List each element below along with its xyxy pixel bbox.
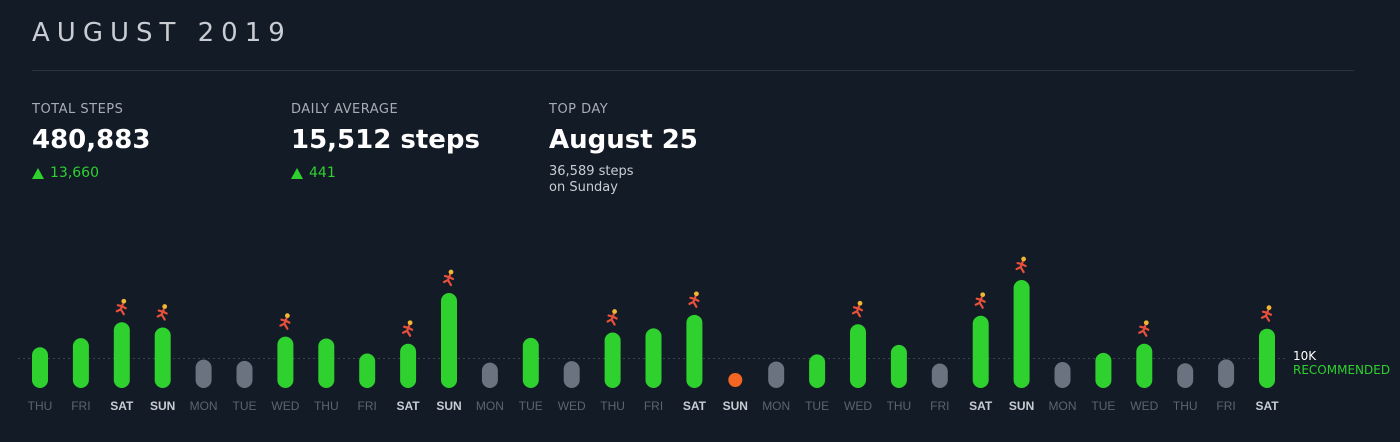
bar-day-5 <box>195 359 212 388</box>
day-label: SAT <box>969 399 993 413</box>
day-label: THU <box>28 399 53 413</box>
running-person-icon <box>606 309 618 326</box>
day-label: SAT <box>110 399 134 413</box>
bar-day-6 <box>236 360 253 388</box>
daily-average-value: 15,512 steps <box>291 125 481 155</box>
total-steps-stat: TOTAL STEPS 480,883 13,660 <box>32 102 150 181</box>
bar-day-9 <box>359 353 376 388</box>
day-label: THU <box>314 399 339 413</box>
day-label: SUN <box>436 399 461 413</box>
day-label: TUE <box>233 399 257 413</box>
top-day-value: August 25 <box>549 125 698 155</box>
daily-average-delta: 441 <box>291 165 480 181</box>
day-label: SAT <box>397 399 421 413</box>
top-day-steps: 36,589 steps <box>549 164 634 179</box>
bar-day-11 <box>441 293 457 388</box>
bar-day-10 <box>400 343 417 388</box>
bar-day-8 <box>318 338 335 388</box>
day-label: FRI <box>644 399 663 413</box>
running-person-icon <box>688 291 700 308</box>
running-person-icon <box>156 304 168 321</box>
day-label: TUE <box>805 399 829 413</box>
running-person-icon <box>851 300 864 318</box>
day-label: MON <box>762 399 790 413</box>
bar-day-12 <box>481 362 498 388</box>
total-steps-delta-value: 13,660 <box>50 165 99 181</box>
total-steps-delta: 13,660 <box>32 165 150 181</box>
bar-day-31 <box>1259 328 1275 388</box>
day-label: SAT <box>683 399 707 413</box>
day-label: THU <box>600 399 625 413</box>
day-label: TUE <box>519 399 543 413</box>
day-label: MON <box>1049 399 1077 413</box>
running-person-icon <box>1260 305 1273 322</box>
day-label: MON <box>476 399 504 413</box>
bar-day-29 <box>1177 363 1194 388</box>
bar-day-7 <box>277 336 294 388</box>
day-label: SUN <box>150 399 175 413</box>
top-day-detail: 36,589 steps on Sunday <box>549 164 698 196</box>
bar-day-3 <box>113 322 130 388</box>
day-label: WED <box>844 399 872 413</box>
day-label: FRI <box>930 399 949 413</box>
reference-label: 10K RECOMMENDED <box>1293 349 1390 377</box>
total-steps-value: 480,883 <box>32 125 151 155</box>
day-label: SUN <box>723 399 748 413</box>
day-label: FRI <box>358 399 377 413</box>
bar-day-2 <box>72 338 89 388</box>
running-person-icon <box>279 313 291 330</box>
running-person-icon <box>442 269 455 287</box>
day-label: SUN <box>1009 399 1034 413</box>
running-person-icon <box>974 292 986 309</box>
bar-day-16 <box>645 328 662 388</box>
top-day-stat: TOP DAY August 25 36,589 steps on Sunday <box>549 102 698 196</box>
total-steps-label: TOTAL STEPS <box>32 102 124 117</box>
bar-day-4 <box>154 327 171 388</box>
bar-day-14 <box>563 361 580 388</box>
day-label: MON <box>190 399 218 413</box>
daily-average-label: DAILY AVERAGE <box>291 102 399 117</box>
day-label: FRI <box>71 399 90 413</box>
bar-day-1 <box>32 347 48 388</box>
day-label: THU <box>887 399 912 413</box>
day-label: WED <box>271 399 299 413</box>
daily-average-delta-value: 441 <box>309 165 336 181</box>
day-label: WED <box>1130 399 1158 413</box>
reference-text: RECOMMENDED <box>1293 363 1391 377</box>
up-triangle-icon <box>291 167 303 179</box>
reference-value: 10K <box>1293 349 1317 363</box>
bar-day-21 <box>850 324 866 388</box>
bar-day-26 <box>1054 362 1071 388</box>
bar-day-15 <box>604 332 621 388</box>
top-day-weekday: on Sunday <box>549 180 618 195</box>
day-label: WED <box>558 399 586 413</box>
bar-day-23 <box>931 363 948 388</box>
page-title: AUGUST 2019 <box>32 18 292 48</box>
day-label: SAT <box>1255 399 1279 413</box>
bar-day-18 <box>728 373 743 387</box>
header-divider <box>32 70 1354 71</box>
bar-day-13 <box>522 337 539 388</box>
bar-day-27 <box>1095 352 1112 388</box>
day-label: THU <box>1173 399 1198 413</box>
running-person-icon <box>115 298 127 316</box>
running-person-icon <box>1015 256 1027 274</box>
bar-day-22 <box>890 344 907 388</box>
bar-day-28 <box>1136 343 1153 388</box>
up-triangle-icon <box>32 167 44 179</box>
bar-day-19 <box>768 361 785 388</box>
top-day-label: TOP DAY <box>549 102 609 117</box>
bar-day-20 <box>809 354 826 388</box>
day-label: FRI <box>1216 399 1235 413</box>
daily-average-stat: DAILY AVERAGE 15,512 steps 441 <box>291 102 480 181</box>
running-person-icon <box>1138 320 1150 337</box>
bar-day-24 <box>972 315 989 388</box>
bar-day-17 <box>686 314 703 388</box>
running-person-icon <box>402 320 414 337</box>
bar-day-25 <box>1013 280 1030 388</box>
bar-day-30 <box>1218 359 1235 388</box>
day-label: TUE <box>1091 399 1115 413</box>
